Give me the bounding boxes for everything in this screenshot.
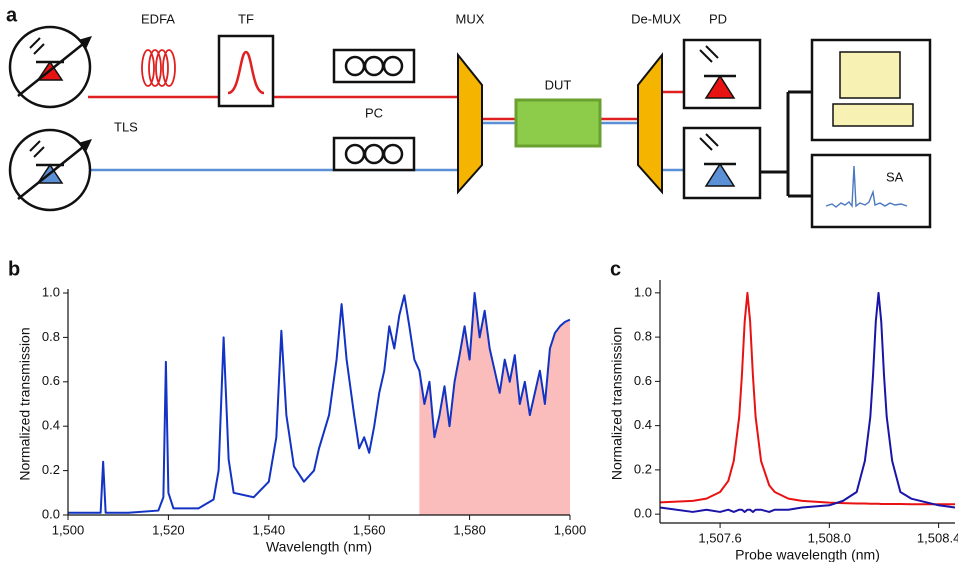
- computer: [810, 38, 932, 142]
- x-tick-label: 1,540: [253, 522, 286, 537]
- label: De-MUX: [631, 11, 681, 26]
- x-tick-label: 1,560: [353, 522, 386, 537]
- polarization-controller: [332, 48, 416, 172]
- filter-box: [217, 34, 275, 108]
- x-tick-label: 1,508.0: [808, 530, 851, 545]
- panel-label: b: [8, 258, 20, 280]
- photodiode: [682, 38, 762, 200]
- mux: [457, 52, 483, 195]
- laser-blue: [8, 128, 92, 212]
- label: TF: [238, 11, 254, 26]
- label: MUX: [456, 11, 485, 26]
- y-tick-label: 0.8: [42, 329, 60, 344]
- x-axis-title: Probe wavelength (nm): [735, 547, 880, 562]
- label: EDFA: [141, 11, 175, 26]
- dut: [514, 98, 602, 148]
- data-line: [659, 291, 956, 513]
- y-tick-label: 0.4: [634, 417, 652, 432]
- y-tick-label: 0.2: [42, 462, 60, 477]
- connector: [760, 90, 812, 198]
- edfa-coil: [141, 49, 176, 87]
- x-tick-label: 1,507.6: [698, 530, 741, 545]
- y-tick-label: 0.0: [42, 506, 60, 521]
- panel-label: a: [6, 4, 18, 26]
- data-line: [68, 292, 571, 514]
- spectrum-analyzer: [810, 153, 932, 229]
- y-tick-label: 0.6: [42, 373, 60, 388]
- demux: [637, 52, 663, 195]
- y-axis-title: Normalized transmission: [609, 327, 625, 480]
- data-line: [659, 291, 955, 506]
- y-tick-label: 0.2: [634, 461, 652, 476]
- x-tick-label: 1,500: [52, 522, 85, 537]
- label: TLS: [114, 119, 138, 134]
- x-tick-label: 1,508.4: [917, 530, 958, 545]
- x-tick-label: 1,600: [554, 522, 587, 537]
- y-tick-label: 1.0: [42, 284, 60, 299]
- label: PD: [709, 11, 727, 26]
- setup-diagram: a TLS EDFA: [6, 4, 932, 229]
- label: PC: [365, 105, 383, 120]
- laser-red: [8, 25, 92, 109]
- filter-curve: [227, 50, 265, 95]
- x-axis-title: Wavelength (nm): [266, 539, 372, 555]
- shaded-region: [419, 293, 570, 515]
- panel-label: c: [610, 258, 621, 280]
- y-tick-label: 1.0: [634, 284, 652, 299]
- y-tick-label: 0.0: [634, 506, 652, 521]
- label: SA: [886, 169, 904, 184]
- y-tick-label: 0.6: [634, 373, 652, 388]
- y-axis-title: Normalized transmission: [17, 327, 33, 480]
- x-tick-label: 1,520: [152, 522, 185, 537]
- x-tick-label: 1,580: [453, 522, 486, 537]
- y-tick-label: 0.4: [42, 418, 60, 433]
- label: DUT: [545, 77, 572, 92]
- y-tick-label: 0.8: [634, 329, 652, 344]
